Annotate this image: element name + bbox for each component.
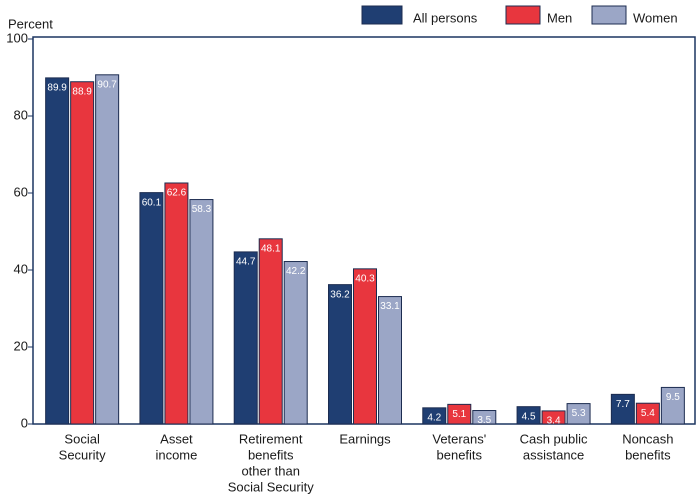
x-tick-label: Asset bbox=[160, 431, 193, 446]
bar bbox=[635, 402, 660, 425]
bar bbox=[139, 192, 164, 425]
bar bbox=[353, 268, 377, 425]
x-tick-label: Noncash bbox=[622, 431, 673, 446]
value-label: 42.2 bbox=[286, 266, 306, 277]
x-tick-label: benefits bbox=[248, 447, 294, 462]
legend-label: Women bbox=[633, 10, 678, 25]
value-label: 40.3 bbox=[355, 273, 375, 284]
legend-swatch bbox=[505, 5, 541, 25]
value-label: 4.5 bbox=[522, 411, 536, 422]
bar bbox=[164, 182, 189, 425]
bar bbox=[660, 386, 685, 425]
bar bbox=[283, 261, 308, 425]
bar bbox=[422, 407, 447, 425]
value-label: 5.1 bbox=[452, 409, 466, 420]
value-label: 48.1 bbox=[261, 243, 281, 254]
bar bbox=[95, 74, 120, 425]
x-tick-label: Social Security bbox=[228, 479, 314, 494]
y-tick-label: 80 bbox=[14, 107, 28, 122]
value-label: 58.3 bbox=[192, 204, 212, 215]
legend-label: Men bbox=[547, 10, 572, 25]
x-tick-label: Social bbox=[64, 431, 100, 446]
x-tick-label: Retirement bbox=[239, 431, 303, 446]
value-label: 3.5 bbox=[477, 415, 491, 426]
value-label: 90.7 bbox=[97, 79, 117, 90]
y-tick-label: 0 bbox=[21, 415, 28, 430]
bar bbox=[472, 410, 497, 425]
value-label: 4.2 bbox=[427, 412, 441, 423]
bar bbox=[189, 199, 214, 425]
y-tick-label: 100 bbox=[6, 30, 28, 45]
value-label: 5.4 bbox=[641, 408, 655, 419]
bar bbox=[447, 403, 472, 425]
value-label: 89.9 bbox=[47, 83, 67, 94]
value-label: 60.1 bbox=[142, 197, 162, 208]
x-tick-label: Earnings bbox=[339, 431, 391, 446]
y-tick-label: 40 bbox=[14, 261, 28, 276]
value-label: 3.4 bbox=[547, 416, 561, 427]
bar bbox=[566, 403, 591, 425]
x-tick-label: other than bbox=[241, 463, 300, 478]
x-tick-label: benefits bbox=[625, 447, 671, 462]
x-tick-label: benefits bbox=[437, 447, 483, 462]
bar bbox=[516, 406, 541, 425]
value-label: 62.6 bbox=[167, 188, 187, 199]
x-tick-label: assistance bbox=[523, 447, 584, 462]
bar bbox=[258, 238, 283, 425]
value-label: 9.5 bbox=[666, 392, 680, 403]
legend-swatch bbox=[361, 5, 403, 25]
bar bbox=[610, 393, 635, 425]
value-label: 33.1 bbox=[380, 301, 400, 312]
bar bbox=[541, 410, 566, 425]
bar bbox=[233, 251, 258, 425]
y-tick-label: 20 bbox=[14, 338, 28, 353]
x-tick-label: income bbox=[155, 447, 197, 462]
legend-swatch bbox=[591, 5, 627, 25]
bar bbox=[328, 284, 352, 425]
value-label: 7.7 bbox=[616, 399, 630, 410]
legend-label: All persons bbox=[413, 10, 478, 25]
x-tick-label: Cash public bbox=[520, 431, 588, 446]
bar bbox=[70, 81, 95, 425]
bar bbox=[45, 77, 70, 425]
value-label: 88.9 bbox=[72, 86, 92, 97]
bar bbox=[378, 296, 402, 425]
y-axis-label: Percent bbox=[8, 16, 53, 31]
value-label: 44.7 bbox=[236, 257, 256, 268]
y-tick-label: 60 bbox=[14, 184, 28, 199]
x-tick-label: Veterans' bbox=[432, 431, 486, 446]
x-tick-label: Security bbox=[59, 447, 106, 462]
value-label: 5.3 bbox=[572, 408, 586, 419]
value-label: 36.2 bbox=[330, 289, 350, 300]
